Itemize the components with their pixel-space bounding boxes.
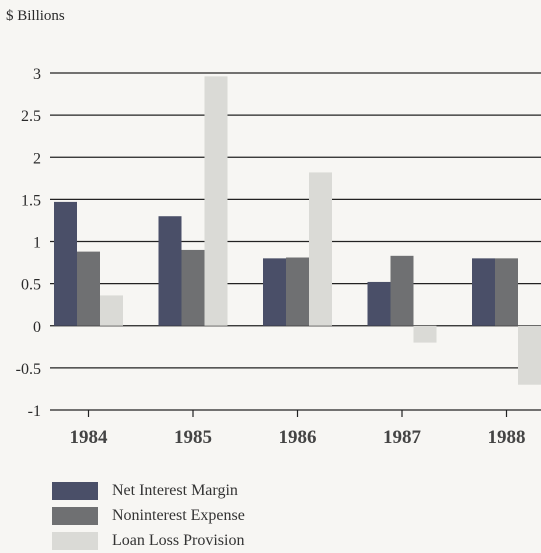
x-tick-label: 1985 — [174, 427, 212, 448]
bar-noninterest-expense-1988 — [495, 258, 518, 326]
bar-noninterest-expense-1984 — [77, 251, 100, 326]
y-tick-label: 2 — [33, 150, 41, 167]
y-tick-label: 1 — [33, 235, 41, 252]
bar-loan-loss-provision-1986 — [309, 172, 332, 326]
bars — [54, 76, 541, 385]
x-tick-label: 1984 — [70, 427, 109, 448]
y-tick-label: 0.5 — [21, 277, 41, 294]
y-tick-label: 1.5 — [21, 192, 41, 209]
bar-loan-loss-provision-1984 — [100, 295, 123, 326]
bar-noninterest-expense-1986 — [286, 257, 309, 326]
x-tick-label: 1988 — [488, 427, 526, 448]
bar-noninterest-expense-1987 — [390, 255, 414, 326]
y-tick-label: 0 — [33, 319, 41, 336]
y-tick-label: 2.5 — [21, 108, 41, 125]
x-tick-label: 1986 — [279, 427, 317, 448]
legend-item-net-interest-margin: Net Interest Margin — [52, 478, 245, 503]
legend-item-loan-loss-provision: Loan Loss Provision — [52, 528, 245, 553]
bar-net-interest-margin-1984 — [54, 201, 77, 326]
gridlines — [50, 72, 541, 411]
legend-swatch-noninterest-expense — [52, 506, 98, 525]
legend-label-net-interest-margin: Net Interest Margin — [112, 481, 238, 499]
legend-swatch-net-interest-margin — [52, 481, 98, 500]
bar-net-interest-margin-1987 — [367, 281, 391, 326]
legend-label-loan-loss-provision: Loan Loss Provision — [112, 531, 245, 549]
y-unit-label: $ Billions — [6, 8, 65, 24]
legend-item-noninterest-expense: Noninterest Expense — [52, 503, 245, 528]
legend-swatch-loan-loss-provision — [52, 531, 98, 550]
bar-noninterest-expense-1985 — [181, 249, 205, 326]
y-tick-label: -1 — [28, 403, 41, 420]
bar-net-interest-margin-1988 — [472, 258, 495, 326]
x-tick-label: 1987 — [383, 427, 422, 448]
bar-net-interest-margin-1986 — [263, 258, 286, 326]
bar-net-interest-margin-1985 — [158, 216, 182, 326]
bar-loan-loss-provision-1987 — [413, 325, 437, 343]
y-tick-label: -0.5 — [16, 361, 41, 378]
y-axis-ticks: 3 2.5 2 1.5 1 0.5 0 -0.5 -1 — [16, 66, 41, 420]
x-axis-ticks: 1984 1985 1986 1987 1988 — [70, 410, 526, 448]
y-tick-label: 3 — [33, 66, 41, 83]
bar-loan-loss-provision-1985 — [204, 76, 228, 326]
legend-label-noninterest-expense: Noninterest Expense — [112, 506, 245, 524]
legend: Net Interest Margin Noninterest Expense … — [52, 478, 245, 553]
bar-loan-loss-provision-1988 — [518, 325, 541, 385]
